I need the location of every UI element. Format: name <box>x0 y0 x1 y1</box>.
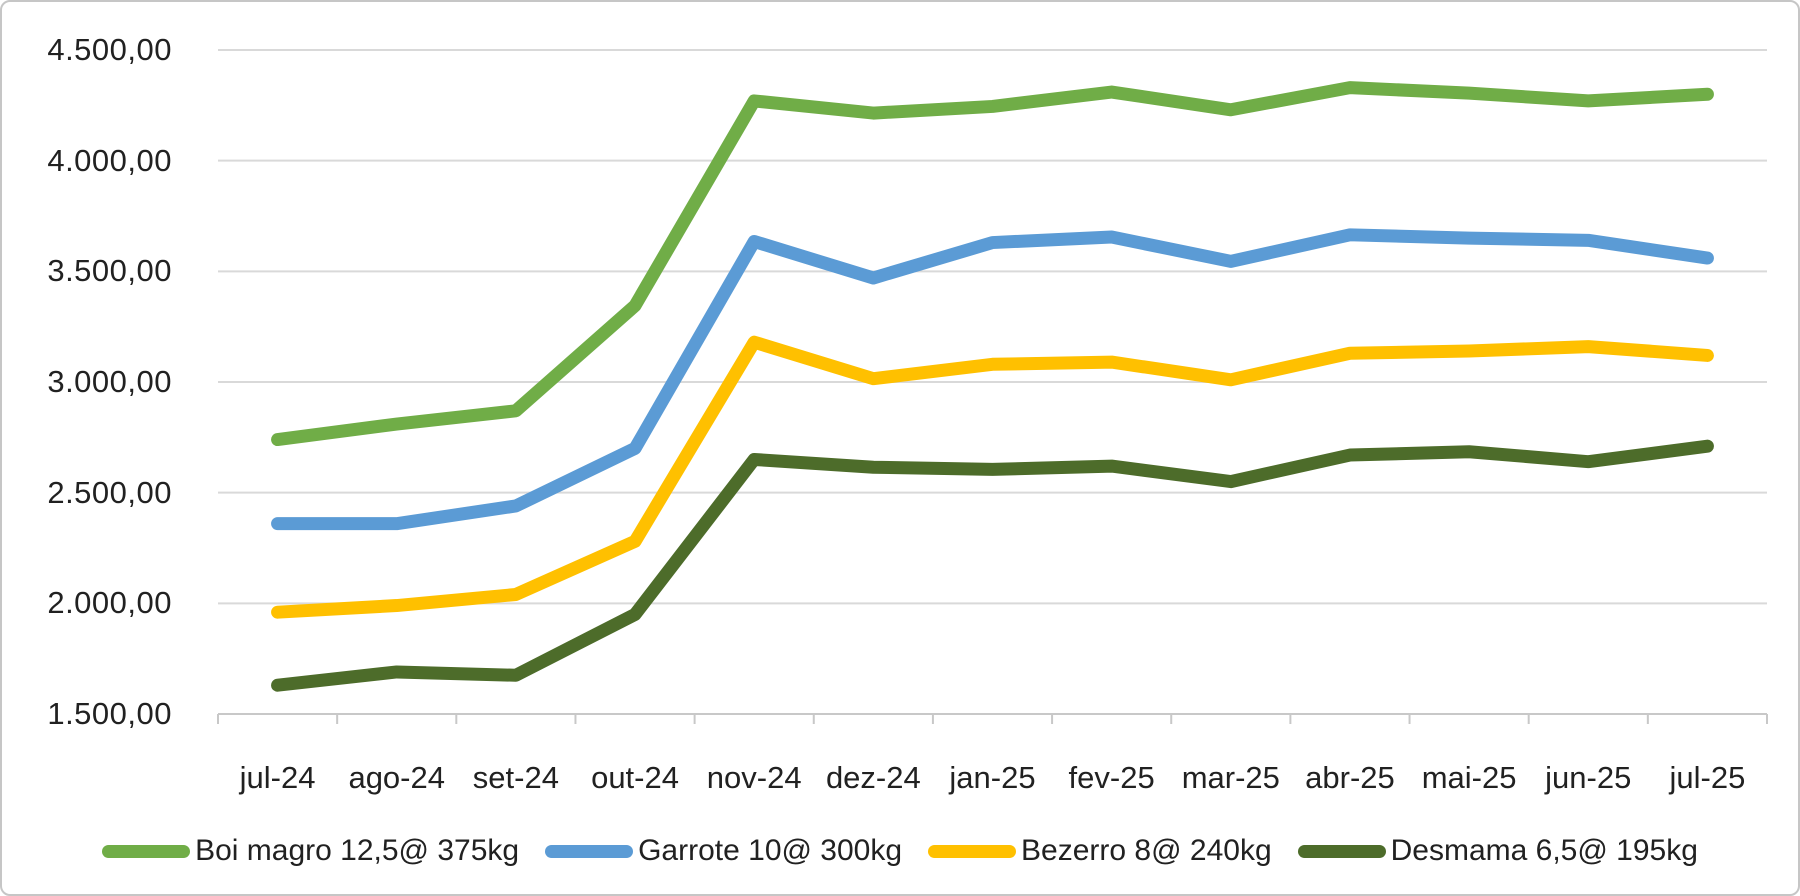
series-line-3 <box>271 439 1714 692</box>
y-tick-label: 2.500,00 <box>47 474 172 510</box>
legend-item-2: Bezerro 8@ 240kg <box>928 834 1272 868</box>
x-tick-label: jun-25 <box>1545 760 1632 795</box>
legend-label: Boi magro 12,5@ 375kg <box>195 834 520 867</box>
y-tick-label: 4.000,00 <box>47 142 172 178</box>
x-tick-label: dez-24 <box>825 760 921 795</box>
x-tick-label: jan-25 <box>949 760 1036 795</box>
x-tick-label: jul-24 <box>239 760 316 795</box>
legend-item-3: Desmama 6,5@ 195kg <box>1297 834 1698 868</box>
x-tick-label: abr-25 <box>1305 760 1395 795</box>
x-tick-label: nov-24 <box>706 760 802 795</box>
y-tick-label: 3.000,00 <box>47 364 172 399</box>
legend-swatch-icon <box>545 844 634 858</box>
y-tick-label: 3.500,00 <box>47 253 172 289</box>
x-tick-label: ago-24 <box>348 760 445 795</box>
legend-item-1: Garrote 10@ 300kg <box>545 834 902 868</box>
x-tick-label: mai-25 <box>1421 760 1517 795</box>
x-tick-label: jul-25 <box>1669 760 1746 795</box>
legend-swatch-icon <box>1297 844 1386 858</box>
series-line-0 <box>271 81 1714 447</box>
legend-label: Bezerro 8@ 240kg <box>1021 834 1272 867</box>
legend-label: Garrote 10@ 300kg <box>638 834 903 867</box>
legend-item-0: Boi magro 12,5@ 375kg <box>102 834 519 868</box>
x-tick-label: set-24 <box>472 760 559 795</box>
x-tick-label: mar-25 <box>1181 760 1280 795</box>
x-tick-label: out-24 <box>591 760 679 795</box>
y-tick-label: 2.000,00 <box>47 585 172 621</box>
x-tick-label: fev-25 <box>1068 760 1155 795</box>
legend-label: Desmama 6,5@ 195kg <box>1390 834 1698 867</box>
series-line-1 <box>271 228 1714 531</box>
series-line-2 <box>271 335 1714 619</box>
y-tick-label: 4.500,00 <box>47 32 172 67</box>
legend: Boi magro 12,5@ 375kg Garrote 10@ 300kg Be… <box>2 834 1798 868</box>
legend-swatch-icon <box>928 844 1017 858</box>
y-tick-label: 1.500,00 <box>47 696 172 731</box>
legend-swatch-icon <box>102 844 191 858</box>
